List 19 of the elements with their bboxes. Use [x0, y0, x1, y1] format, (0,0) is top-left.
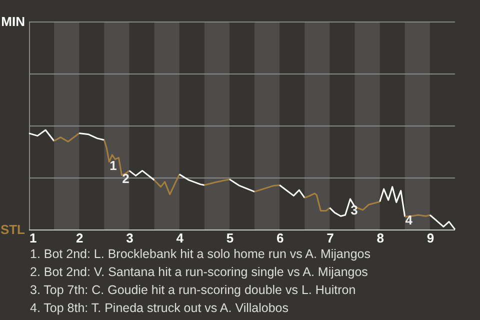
- x-tick-label: 8: [376, 230, 384, 246]
- annotation: 1: [110, 158, 117, 173]
- x-tick-label: 6: [276, 230, 284, 246]
- ref-line-label: STL: [0, 222, 26, 237]
- x-tick-label: 2: [76, 230, 84, 246]
- text: 2. Bot 2nd: V. Santana hit a run-scoring single vs A. Mijangos: [30, 265, 368, 279]
- ref-line-label: MIN: [1, 14, 25, 29]
- x-tick-label: 3: [126, 230, 134, 246]
- x-tick-label: 5: [226, 230, 234, 246]
- annotation: 4: [405, 212, 414, 228]
- annotation: 2: [122, 171, 130, 186]
- text: 4. Top 8th: T. Pineda struck out vs A. Villalobos: [30, 301, 288, 315]
- x-tick-label: 7: [326, 230, 334, 246]
- text: 3. Top 7th: C. Goudie hit a run-scoring double vs L. Huitron: [30, 283, 356, 297]
- annotation: 3: [350, 202, 358, 218]
- x-tick-label: 1: [30, 230, 37, 246]
- x-tick-label: 9: [426, 230, 434, 246]
- text: 1. Bot 2nd: L. Brocklebank hit a solo home run vs A. Mijangos: [30, 247, 370, 261]
- x-tick-label: 4: [176, 230, 184, 246]
